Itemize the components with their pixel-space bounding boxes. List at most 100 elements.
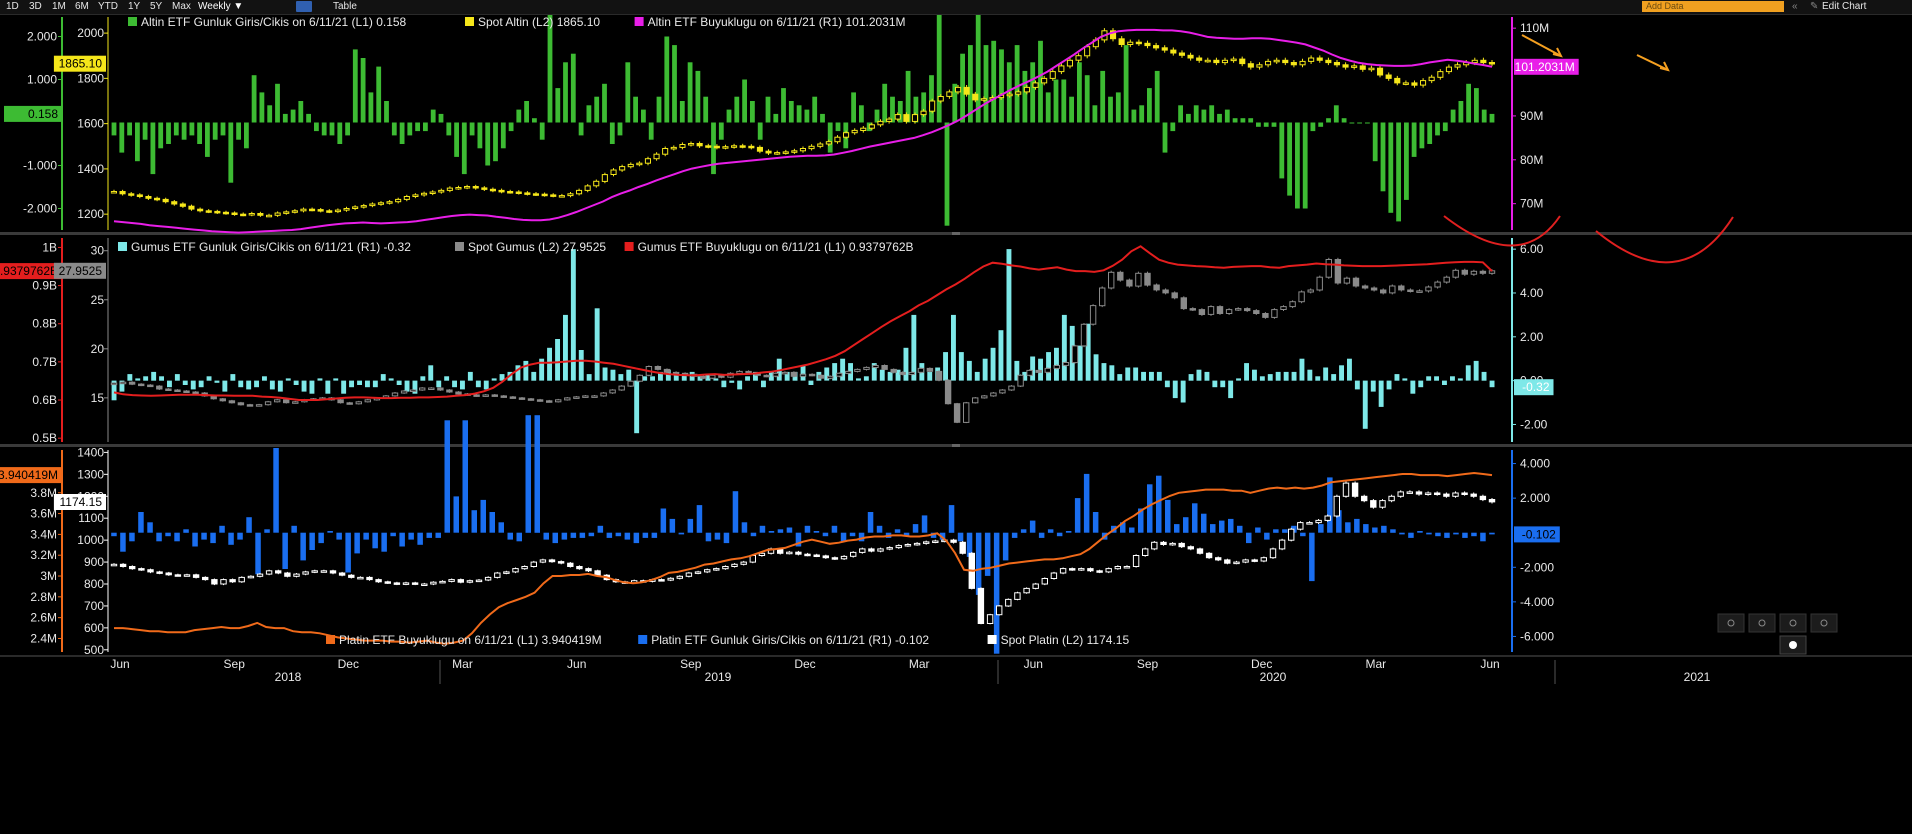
price-candle bbox=[567, 562, 574, 568]
size-line bbox=[113, 28, 1493, 234]
range-button-5y[interactable]: 5Y bbox=[150, 1, 163, 12]
price-candle bbox=[817, 143, 824, 147]
flow-bar bbox=[765, 96, 771, 123]
price-candle bbox=[1454, 64, 1461, 68]
flow-bar bbox=[547, 347, 552, 381]
pencil-icon-button[interactable] bbox=[1748, 613, 1776, 633]
flow-bar bbox=[939, 532, 946, 540]
price-candle bbox=[1089, 305, 1097, 325]
range-button-1m[interactable]: 1M bbox=[52, 1, 66, 12]
flow-bar bbox=[1481, 109, 1487, 123]
edit-chart-button[interactable]: Edit Chart bbox=[1822, 1, 1867, 12]
flow-bar bbox=[151, 371, 157, 381]
price-candle bbox=[1230, 58, 1237, 62]
price-candle bbox=[959, 541, 966, 554]
last-value-label: 0.158 bbox=[28, 107, 58, 121]
price-candle bbox=[782, 151, 789, 154]
crosshair-icon-button[interactable] bbox=[1717, 613, 1745, 633]
price-candle bbox=[524, 192, 531, 195]
last-value-label: -0.32 bbox=[1522, 380, 1550, 394]
legend-swatch bbox=[128, 17, 137, 26]
flow-bar bbox=[1474, 88, 1479, 123]
flow-bar bbox=[197, 122, 202, 144]
flow-bar bbox=[325, 380, 331, 394]
flow-bar bbox=[480, 499, 486, 533]
flow-bar bbox=[189, 122, 195, 136]
price-candle bbox=[772, 372, 779, 377]
period-dropdown[interactable]: Weekly ▼ bbox=[198, 1, 243, 12]
price-candle bbox=[1407, 289, 1414, 292]
price-candle bbox=[348, 574, 355, 578]
flow-bar bbox=[1365, 122, 1370, 124]
table-button[interactable]: Table bbox=[333, 1, 357, 12]
save-icon-button[interactable] bbox=[1779, 613, 1807, 633]
chart-type-icon[interactable] bbox=[296, 1, 312, 12]
flow-bar bbox=[633, 96, 638, 123]
price-candle bbox=[183, 390, 190, 393]
settings-icon bbox=[1789, 641, 1797, 649]
x-tick-label: Dec bbox=[1251, 657, 1272, 671]
flow-bar bbox=[174, 532, 180, 542]
flow-bar bbox=[1061, 314, 1067, 381]
panel-divider-handle-0[interactable] bbox=[952, 232, 960, 235]
flow-bar bbox=[586, 374, 592, 381]
last-value-flag bbox=[4, 105, 62, 122]
flow-bar bbox=[1372, 527, 1378, 533]
price-candle bbox=[662, 148, 669, 155]
flow-bar bbox=[446, 122, 452, 136]
price-candle bbox=[231, 212, 238, 215]
flow-bar bbox=[1193, 105, 1199, 123]
range-button-1d[interactable]: 1D bbox=[6, 1, 19, 12]
flow-bar bbox=[138, 512, 144, 533]
flow-bar bbox=[871, 363, 877, 381]
flow-bar bbox=[827, 122, 833, 153]
price-candle bbox=[736, 370, 743, 374]
range-button-max[interactable]: Max bbox=[172, 1, 191, 12]
flow-bar bbox=[1022, 70, 1028, 123]
price-candle bbox=[192, 574, 200, 578]
price-candle bbox=[1225, 309, 1233, 315]
range-button-1y[interactable]: 1Y bbox=[128, 1, 141, 12]
price-candle bbox=[1388, 495, 1395, 502]
flow-bar bbox=[285, 378, 291, 381]
flow-bar bbox=[1300, 532, 1306, 537]
price-candle bbox=[205, 210, 212, 213]
annotation-arrow-2-head bbox=[1659, 61, 1670, 72]
collapse-icon[interactable]: « bbox=[1792, 1, 1798, 12]
add-data-input[interactable]: Add Data bbox=[1642, 1, 1784, 12]
zoom-icon-button[interactable] bbox=[1810, 613, 1838, 633]
axis-tick-label: 15 bbox=[91, 391, 105, 405]
flow-bar bbox=[159, 376, 164, 381]
range-button-3d[interactable]: 3D bbox=[29, 1, 42, 12]
flow-bar bbox=[237, 532, 243, 540]
price-candle bbox=[1251, 559, 1258, 562]
flow-bar bbox=[696, 505, 703, 533]
price-candle bbox=[360, 205, 367, 208]
price-candle bbox=[813, 554, 820, 557]
edit-icon[interactable]: ✎ bbox=[1810, 1, 1819, 12]
axis-tick-label: 3.8M bbox=[30, 486, 57, 500]
price-candle bbox=[284, 572, 291, 577]
price-candle bbox=[877, 548, 884, 552]
flow-bar bbox=[1120, 522, 1126, 533]
price-candle bbox=[845, 370, 852, 374]
axis-tick-label: 1400 bbox=[77, 445, 104, 459]
range-button-6m[interactable]: 6M bbox=[75, 1, 89, 12]
annotation-curve-1 bbox=[1443, 215, 1561, 247]
legend-label: Platin ETF Gunluk Giris/Cikis on 6/11/21… bbox=[651, 633, 929, 647]
chart-canvas: 2.000 1.000 -1.000 -2.000 0.158 2000 1800 1600 1… bbox=[0, 15, 1912, 684]
flow-bar bbox=[742, 79, 747, 123]
panel-divider-handle-1[interactable] bbox=[952, 444, 960, 447]
price-candle bbox=[1151, 541, 1158, 550]
range-button-ytd[interactable]: YTD bbox=[98, 1, 118, 12]
flow-bar bbox=[255, 532, 261, 575]
price-candle bbox=[903, 114, 910, 122]
flow-bar bbox=[423, 122, 428, 132]
flow-bar bbox=[882, 83, 888, 123]
flow-bar bbox=[1453, 532, 1459, 535]
price-candle bbox=[1132, 555, 1140, 567]
price-candle bbox=[438, 189, 445, 193]
price-candle bbox=[229, 579, 236, 583]
axis-tick-label: 1100 bbox=[78, 511, 104, 525]
flow-bar bbox=[859, 105, 864, 123]
